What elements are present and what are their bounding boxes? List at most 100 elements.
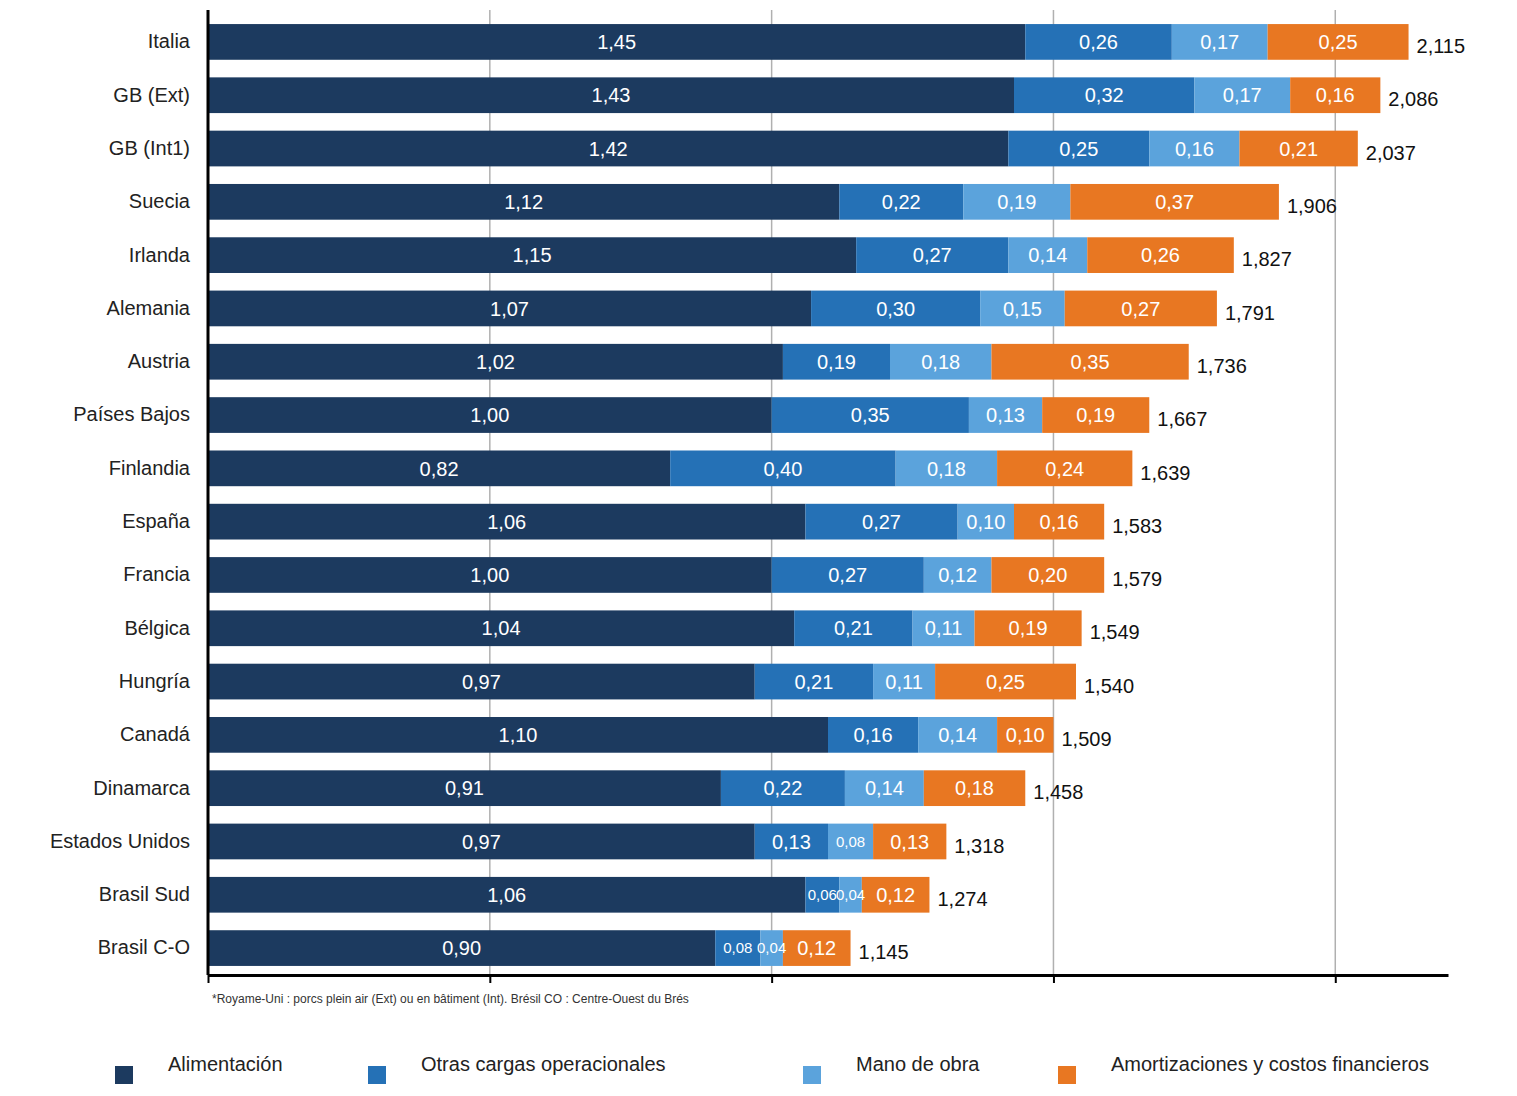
y-axis: ItaliaGB (Ext)GB (Int1)SueciaIrlandaAlem… <box>50 10 208 975</box>
y-tick: Italia <box>148 30 191 52</box>
total-label: 1,827 <box>1242 248 1292 270</box>
data-label: 0,08 <box>836 833 865 850</box>
y-tick: Alemania <box>107 297 191 319</box>
bar-segment <box>918 717 997 753</box>
data-label: 0,19 <box>1076 404 1115 426</box>
bar-segment <box>1014 504 1104 540</box>
bar-segment <box>1014 77 1194 113</box>
bar-segment <box>1008 237 1087 273</box>
data-label: 0,21 <box>794 671 833 693</box>
footnote: *Royame-Uni : porcs plein air (Ext) ou e… <box>212 992 689 1006</box>
total-label: 1,583 <box>1112 515 1162 537</box>
total-label: 1,274 <box>937 888 987 910</box>
total-label: 1,145 <box>859 941 909 963</box>
x-tick <box>1053 975 1054 983</box>
total-labels: 2,1152,0862,0371,9061,8271,7911,7361,667… <box>859 35 1466 963</box>
bar-segment <box>721 770 845 806</box>
data-label: 0,97 <box>462 831 501 853</box>
x-tick-mark <box>1053 975 1055 983</box>
data-label: 0,16 <box>1040 511 1079 533</box>
data-label: 0,12 <box>797 937 836 959</box>
y-tick: Finlandia <box>109 457 191 479</box>
data-label: 1,45 <box>597 31 636 53</box>
legend: AlimentaciónOtras cargas operacionalesMa… <box>115 1053 1429 1084</box>
bar-segment <box>924 770 1025 806</box>
total-label: 1,736 <box>1197 355 1247 377</box>
data-label: 0,04 <box>757 939 786 956</box>
y-tick-label: Francia <box>123 563 191 585</box>
bar-segment <box>1025 24 1172 60</box>
y-tick: GB (Int1) <box>109 137 190 159</box>
bar-segment <box>805 504 957 540</box>
total-label: 1,509 <box>1061 728 1111 750</box>
bar-segment <box>805 877 839 913</box>
bar-segment <box>794 610 912 646</box>
bar-segment <box>997 450 1132 486</box>
bar-segment <box>783 930 851 966</box>
data-label: 0,12 <box>876 884 915 906</box>
legend-swatch <box>1058 1066 1076 1084</box>
bar-segment <box>208 504 805 540</box>
y-tick: GB (Ext) <box>113 84 190 106</box>
y-tick-label: Austria <box>128 350 191 372</box>
bar-segment <box>208 664 755 700</box>
data-label: 0,27 <box>1121 298 1160 320</box>
bar-segment <box>208 610 794 646</box>
data-label: 0,25 <box>986 671 1025 693</box>
y-tick-label: Alemania <box>107 297 191 319</box>
data-label: 1,02 <box>476 351 515 373</box>
y-tick-label: Canadá <box>120 723 191 745</box>
bar-segment <box>208 877 805 913</box>
data-label: 0,26 <box>1141 244 1180 266</box>
y-tick-label: Brasil C-O <box>98 936 190 958</box>
total-label: 2,037 <box>1366 142 1416 164</box>
data-label: 0,18 <box>927 458 966 480</box>
data-label: 0,82 <box>420 458 459 480</box>
total-label: 1,906 <box>1287 195 1337 217</box>
data-label: 0,19 <box>817 351 856 373</box>
bar-segment <box>1194 77 1290 113</box>
data-label: 0,13 <box>986 404 1025 426</box>
data-label: 1,43 <box>592 84 631 106</box>
total-label: 1,639 <box>1140 462 1190 484</box>
y-axis-line <box>207 10 210 975</box>
y-tick: Francia <box>123 563 191 585</box>
bar-segment <box>715 930 760 966</box>
data-label: 1,04 <box>482 617 521 639</box>
bar-segment <box>862 877 930 913</box>
x-tick-mark <box>771 975 773 983</box>
bar-segment <box>980 291 1065 327</box>
data-label: 0,32 <box>1085 84 1124 106</box>
x-tick <box>772 975 773 983</box>
data-label: 0,06 <box>808 886 837 903</box>
data-label: 0,13 <box>772 831 811 853</box>
x-tick-mark <box>1335 975 1337 983</box>
y-tick: Bélgica <box>124 617 190 639</box>
data-label: 0,40 <box>763 458 802 480</box>
data-label: 0,97 <box>462 671 501 693</box>
data-label: 1,06 <box>487 884 526 906</box>
legend-swatch <box>115 1066 133 1084</box>
x-axis <box>209 975 1449 983</box>
bar-segment <box>896 450 997 486</box>
data-label: 1,00 <box>470 564 509 586</box>
x-tick <box>208 975 209 983</box>
bar-segment <box>873 664 935 700</box>
total-label: 2,115 <box>1417 35 1466 57</box>
bar-segment <box>208 770 721 806</box>
data-label: 1,06 <box>487 511 526 533</box>
total-label: 1,579 <box>1112 568 1162 590</box>
grid <box>208 10 1335 975</box>
y-tick-label: Irlanda <box>129 244 191 266</box>
data-label: 0,21 <box>834 617 873 639</box>
data-label: 0,30 <box>876 298 915 320</box>
bar-segment <box>890 344 991 380</box>
data-label: 0,16 <box>1175 138 1214 160</box>
bar-segment <box>772 397 969 433</box>
data-label: 0,14 <box>865 777 904 799</box>
data-label: 0,17 <box>1200 31 1239 53</box>
data-label: 0,14 <box>1028 244 1067 266</box>
y-tick-label: Países Bajos <box>73 403 190 425</box>
bar-segment <box>755 824 828 860</box>
data-label: 0,25 <box>1319 31 1358 53</box>
